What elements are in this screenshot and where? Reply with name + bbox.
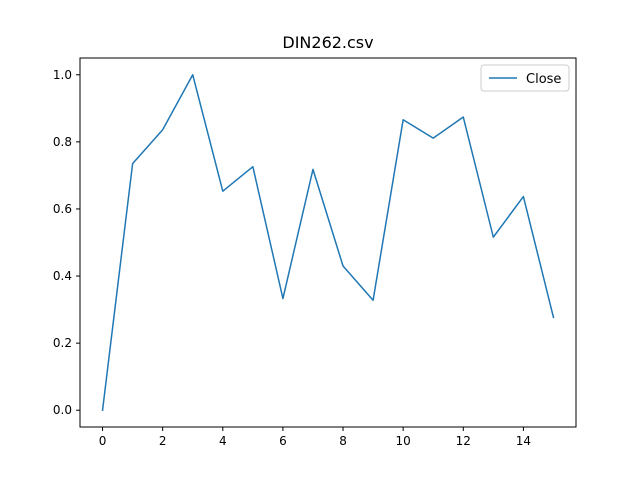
legend: Close	[480, 64, 570, 92]
x-tick-label: 6	[279, 434, 287, 448]
x-tick-label: 14	[516, 434, 531, 448]
series-layer	[101, 74, 555, 412]
x-tick-label: 4	[219, 434, 227, 448]
y-tick-label: 0.0	[53, 403, 72, 417]
y-tick-label: 1.0	[53, 68, 72, 82]
legend-label: Close	[526, 72, 561, 87]
plot-frame	[79, 57, 577, 428]
x-tick-label: 2	[159, 434, 167, 448]
y-tick-label: 0.4	[53, 269, 72, 283]
y-tick-label: 0.8	[53, 135, 72, 149]
x-tick-label: 12	[456, 434, 471, 448]
y-tick-label: 0.2	[53, 336, 72, 350]
y-tick-label: 0.6	[53, 202, 72, 216]
x-tick-label: 10	[396, 434, 411, 448]
chart-title: DIN262.csv	[282, 33, 373, 52]
legend-box	[480, 64, 570, 92]
x-axis: 0 2 4 6 8 10 12 14	[99, 427, 531, 448]
x-tick-label: 8	[339, 434, 347, 448]
y-axis: 0.0 0.2 0.4 0.6 0.8 1.0	[53, 68, 80, 417]
series-line-close	[101, 74, 555, 412]
x-tick-label: 0	[99, 434, 107, 448]
